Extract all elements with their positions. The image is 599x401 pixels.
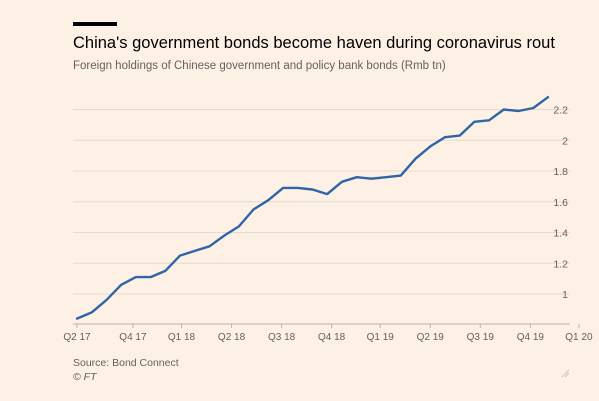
y-tick-label: 1.8 <box>553 166 568 178</box>
y-tick-label: 1.4 <box>553 228 568 240</box>
y-axis-tick-labels: 1 1.2 1.4 1.6 1.8 2 2.2 <box>553 105 568 302</box>
y-tick-label: 2.2 <box>553 105 568 117</box>
source-note: Source: Bond Connect <box>73 357 179 369</box>
header-accent-bar <box>73 22 117 26</box>
series-layer <box>75 96 550 320</box>
y-tick-label: 1.6 <box>553 197 568 209</box>
x-tick-label: Q3 18 <box>268 332 296 343</box>
gridlines <box>73 109 570 325</box>
copyright-note: © FT <box>73 371 97 383</box>
x-tick-label: Q4 18 <box>318 332 346 343</box>
chart-title: China's government bonds become haven du… <box>73 34 555 52</box>
series-line <box>75 96 550 320</box>
y-tick-label: 1 <box>562 289 568 301</box>
x-tick-label: Q1 18 <box>168 332 196 343</box>
x-tick-label: Q4 17 <box>119 332 147 343</box>
x-tick-label: Q2 19 <box>417 332 445 343</box>
x-tick-label: Q4 19 <box>517 332 545 343</box>
x-tick-label: Q1 20 <box>565 332 593 343</box>
chart-subtitle: Foreign holdings of Chinese government a… <box>73 60 446 72</box>
x-tick-label: Q1 19 <box>367 332 395 343</box>
x-axis-tick-labels: Q2 17 Q4 17 Q1 18 Q2 18 Q3 18 Q4 18 Q1 19 Q2 19… <box>63 324 593 343</box>
y-tick-label: 2 <box>562 135 568 147</box>
x-tick-label: Q2 18 <box>218 332 246 343</box>
y-tick-label: 1.2 <box>553 258 568 270</box>
resize-grip-icon <box>561 369 570 378</box>
x-tick-label: Q3 19 <box>467 332 495 343</box>
x-tick-label: Q2 17 <box>63 332 91 343</box>
